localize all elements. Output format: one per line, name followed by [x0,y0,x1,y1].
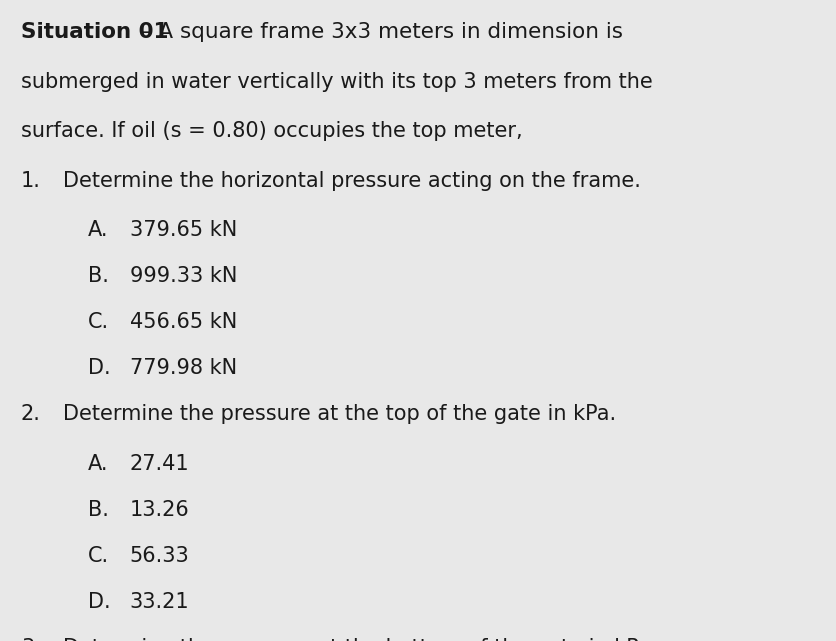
Text: 33.21: 33.21 [130,592,189,612]
Text: Determine the pressure at the bottom of the gate in kPa.: Determine the pressure at the bottom of … [63,638,657,641]
Text: D.: D. [88,592,110,612]
Text: 379.65 kN: 379.65 kN [130,220,237,240]
Text: 27.41: 27.41 [130,454,189,474]
Text: 3.: 3. [21,638,41,641]
Text: B.: B. [88,500,109,520]
Text: D.: D. [88,358,110,378]
Text: 13.26: 13.26 [130,500,189,520]
Text: 2.: 2. [21,404,41,424]
Text: A.: A. [88,220,109,240]
Text: B.: B. [88,266,109,286]
Text: 999.33 kN: 999.33 kN [130,266,237,286]
Text: submerged in water vertically with its top 3 meters from the: submerged in water vertically with its t… [21,72,653,92]
Text: C.: C. [88,312,109,332]
Text: C.: C. [88,546,109,566]
Text: Determine the horizontal pressure acting on the frame.: Determine the horizontal pressure acting… [63,171,640,190]
Text: 456.65 kN: 456.65 kN [130,312,237,332]
Text: 56.33: 56.33 [130,546,189,566]
Text: Situation 01: Situation 01 [21,22,168,42]
Text: 1.: 1. [21,171,41,190]
Text: surface. If oil (s = 0.80) occupies the top meter,: surface. If oil (s = 0.80) occupies the … [21,121,522,141]
Text: – A square frame 3x3 meters in dimension is: – A square frame 3x3 meters in dimension… [134,22,623,42]
Text: Determine the pressure at the top of the gate in kPa.: Determine the pressure at the top of the… [63,404,616,424]
Text: A.: A. [88,454,109,474]
Text: 779.98 kN: 779.98 kN [130,358,237,378]
